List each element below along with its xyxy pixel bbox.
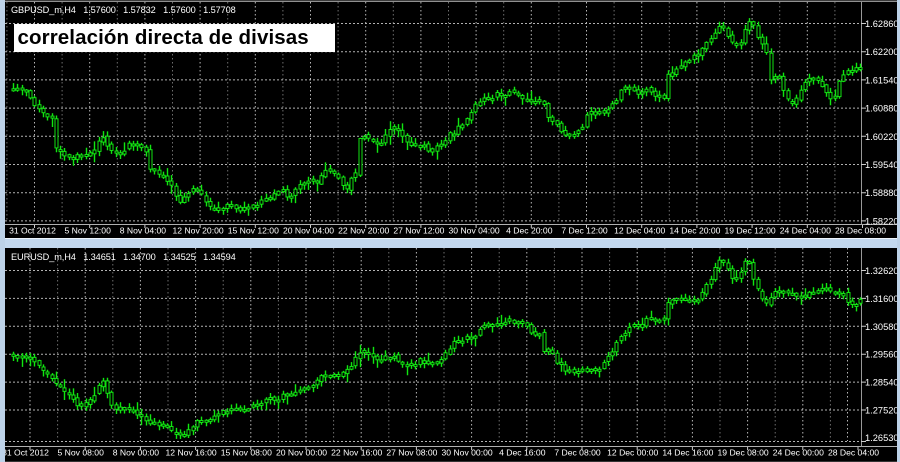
svg-text:1.32620: 1.32620 <box>865 266 897 276</box>
svg-text:12 Nov 20:00: 12 Nov 20:00 <box>173 226 224 236</box>
svg-text:12 Nov 16:00: 12 Nov 16:00 <box>166 448 217 458</box>
svg-text:28 Dec 04:00: 28 Dec 04:00 <box>828 448 879 458</box>
svg-text:5 Nov 08:00: 5 Nov 08:00 <box>58 448 105 458</box>
svg-text:1.60880: 1.60880 <box>865 104 897 114</box>
svg-text:14 Dec 20:00: 14 Dec 20:00 <box>669 226 720 236</box>
svg-text:28 Dec 08:00: 28 Dec 08:00 <box>835 226 886 236</box>
svg-text:27 Nov 08:00: 27 Nov 08:00 <box>386 448 437 458</box>
svg-text:15 Nov 08:00: 15 Nov 08:00 <box>221 448 272 458</box>
svg-text:4 Dec 16:00: 4 Dec 16:00 <box>499 448 546 458</box>
svg-text:12 Dec 00:00: 12 Dec 00:00 <box>607 448 658 458</box>
svg-text:7 Dec 12:00: 7 Dec 12:00 <box>561 226 608 236</box>
svg-text:1.59540: 1.59540 <box>865 160 897 170</box>
svg-text:1.58220: 1.58220 <box>865 216 897 226</box>
svg-text:7 Dec 08:00: 7 Dec 08:00 <box>554 448 601 458</box>
svg-text:4 Dec 20:00: 4 Dec 20:00 <box>506 226 553 236</box>
svg-text:20 Nov 04:00: 20 Nov 04:00 <box>283 226 334 236</box>
svg-text:24 Dec 00:00: 24 Dec 00:00 <box>773 448 824 458</box>
svg-text:31 Oct 2012: 31 Oct 2012 <box>5 448 49 458</box>
svg-text:22 Nov 20:00: 22 Nov 20:00 <box>338 226 389 236</box>
svg-text:20 Nov 00:00: 20 Nov 00:00 <box>276 448 327 458</box>
svg-text:15 Nov 12:00: 15 Nov 12:00 <box>228 226 279 236</box>
svg-text:8 Nov 04:00: 8 Nov 04:00 <box>120 226 167 236</box>
svg-text:8 Nov 00:00: 8 Nov 00:00 <box>113 448 160 458</box>
svg-text:1.27520: 1.27520 <box>865 406 897 416</box>
svg-text:1.28540: 1.28540 <box>865 378 897 388</box>
svg-text:22 Nov 16:00: 22 Nov 16:00 <box>331 448 382 458</box>
svg-text:19 Dec 08:00: 19 Dec 08:00 <box>718 448 769 458</box>
svg-text:1.31600: 1.31600 <box>865 294 897 304</box>
svg-text:1.26530: 1.26530 <box>865 433 897 443</box>
svg-text:12 Dec 04:00: 12 Dec 04:00 <box>614 226 665 236</box>
svg-text:30 Nov 00:00: 30 Nov 00:00 <box>442 448 493 458</box>
svg-text:1.61540: 1.61540 <box>865 75 897 85</box>
svg-text:GBPUSD_m,H4 1.57600 1.57832 1: GBPUSD_m,H4 1.57600 1.57832 1.57600 1.57… <box>11 5 236 15</box>
svg-text:1.60220: 1.60220 <box>865 132 897 142</box>
svg-text:1.62200: 1.62200 <box>865 47 897 57</box>
svg-text:14 Dec 16:00: 14 Dec 16:00 <box>662 448 713 458</box>
svg-text:1.30580: 1.30580 <box>865 322 897 332</box>
svg-text:5 Nov 12:00: 5 Nov 12:00 <box>65 226 112 236</box>
svg-text:27 Nov 12:00: 27 Nov 12:00 <box>393 226 444 236</box>
svg-text:30 Nov 04:00: 30 Nov 04:00 <box>449 226 500 236</box>
svg-text:31 Oct 2012: 31 Oct 2012 <box>9 226 56 236</box>
svg-text:19 Dec 12:00: 19 Dec 12:00 <box>725 226 776 236</box>
svg-text:EURUSD_m,H4 1.34651 1.34700 1: EURUSD_m,H4 1.34651 1.34700 1.34525 1.34… <box>11 252 236 262</box>
svg-text:1.62860: 1.62860 <box>865 19 897 29</box>
svg-text:1.58880: 1.58880 <box>865 188 897 198</box>
svg-text:24 Dec 04:00: 24 Dec 04:00 <box>780 226 831 236</box>
svg-text:1.29560: 1.29560 <box>865 350 897 360</box>
